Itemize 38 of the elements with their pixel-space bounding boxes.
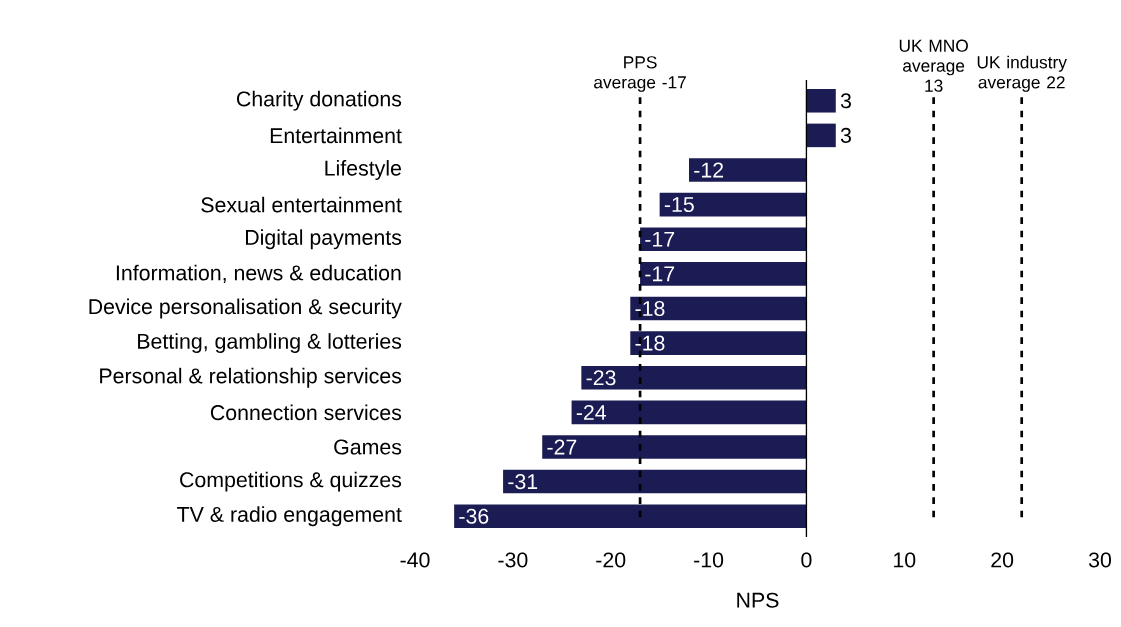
data-label: -17 — [645, 266, 675, 282]
data-label: -18 — [635, 335, 665, 351]
y-tick-label: Games — [334, 439, 402, 455]
data-label: -17 — [645, 231, 675, 247]
x-axis-title: NPS — [737, 592, 779, 608]
y-tick-label: Personal & relationship services — [100, 367, 402, 388]
data-label: -36 — [459, 508, 489, 524]
data-label: 3 — [840, 93, 851, 109]
y-tick-label: Competitions & quizzes — [180, 471, 402, 492]
y-tick-label: Lifestyle — [325, 160, 401, 180]
data-label: -27 — [547, 439, 577, 455]
y-tick-label: Betting, gambling & lotteries — [138, 333, 402, 354]
x-tick-label: 30 — [1088, 552, 1112, 568]
x-tick-label: -10 — [694, 552, 724, 568]
x-tick-label: 0 — [801, 552, 812, 568]
y-tick-label: TV & radio engagement — [177, 506, 402, 527]
data-label: -31 — [508, 474, 538, 490]
x-tick-label: -20 — [596, 552, 626, 568]
x-tick-label: -40 — [400, 552, 430, 568]
data-label: -15 — [664, 197, 694, 213]
y-tick-label: Device personalisation & security — [89, 298, 402, 319]
data-label: -18 — [635, 300, 665, 317]
y-tick-label: Charity donations — [237, 90, 402, 111]
data-label: -24 — [576, 404, 607, 420]
y-tick-label: Digital payments — [246, 229, 402, 250]
data-label: -23 — [586, 370, 616, 386]
data-label: 3 — [840, 127, 851, 143]
y-tick-label: Entertainment — [270, 127, 402, 144]
ref-line-label: UK industry average 22 — [977, 55, 1067, 92]
x-tick-label: -30 — [498, 552, 528, 568]
y-tick-label: Sexual entertainment — [201, 196, 402, 213]
x-tick-label: 10 — [894, 552, 916, 568]
ref-line-label: UK MNO average 13 — [899, 39, 968, 92]
ref-line-label: PPS average -17 — [594, 56, 686, 92]
y-tick-label: Connection services — [210, 404, 402, 421]
data-label: -12 — [694, 162, 724, 178]
x-tick-label: 20 — [991, 552, 1014, 568]
y-tick-label: Information, news & education — [116, 264, 401, 283]
